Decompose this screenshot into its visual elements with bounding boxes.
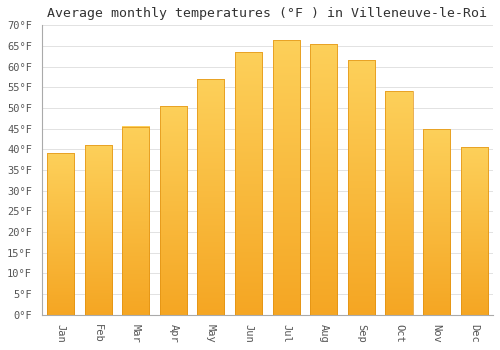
Bar — [84, 145, 112, 315]
Bar — [310, 44, 338, 315]
Bar — [198, 79, 224, 315]
Bar — [160, 106, 187, 315]
Bar — [460, 147, 488, 315]
Bar — [235, 52, 262, 315]
Bar — [348, 61, 375, 315]
Bar — [423, 128, 450, 315]
Bar — [272, 40, 299, 315]
Title: Average monthly temperatures (°F ) in Villeneuve-le-Roi: Average monthly temperatures (°F ) in Vi… — [48, 7, 488, 20]
Bar — [47, 153, 74, 315]
Bar — [386, 91, 412, 315]
Bar — [122, 127, 149, 315]
